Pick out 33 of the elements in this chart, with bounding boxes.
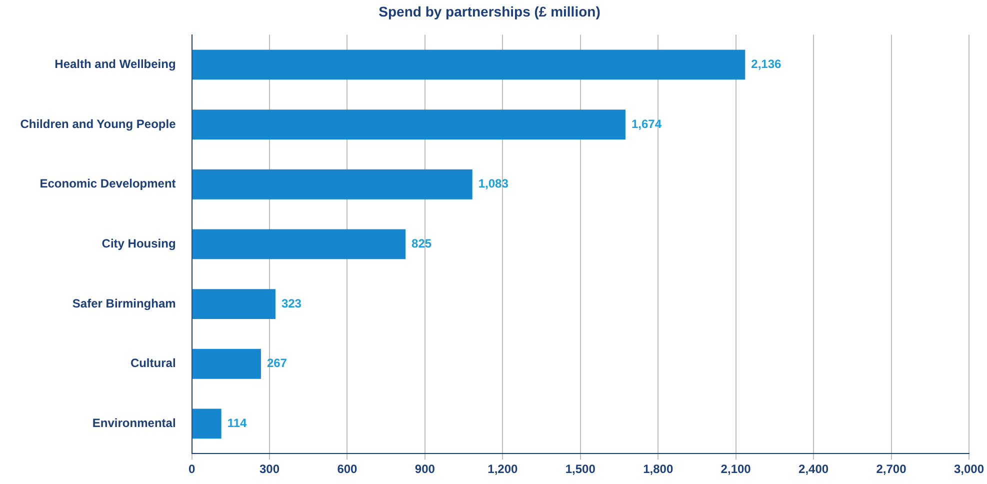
x-tick-label: 1,500 (565, 462, 596, 476)
y-tick-label: Environmental (92, 416, 176, 430)
data-label: 1,083 (478, 176, 509, 191)
x-tick-label: 1,800 (643, 462, 674, 476)
x-tick-label: 2,100 (720, 462, 752, 476)
bar (192, 229, 406, 260)
x-tick-label: 600 (337, 462, 358, 476)
data-label: 1,674 (631, 116, 662, 131)
data-label: 2,136 (751, 57, 782, 72)
bar (192, 169, 472, 200)
bar (192, 408, 222, 439)
x-tick-label: 3,000 (954, 462, 984, 476)
data-label: 267 (266, 356, 288, 370)
bar (192, 348, 261, 379)
bar (192, 50, 746, 80)
y-tick-label: City Housing (102, 236, 176, 251)
x-tick-label: 2,700 (876, 462, 907, 476)
y-tick-label: Cultural (130, 356, 176, 370)
data-label: 114 (227, 416, 247, 430)
y-tick-label: Safer Birmingham (72, 296, 176, 310)
x-tick-label: 900 (414, 462, 436, 476)
x-tick-label: 2,400 (798, 462, 829, 476)
x-tick-label: 300 (259, 462, 280, 476)
bar (192, 289, 276, 319)
bar (192, 110, 626, 140)
y-tick-label: Children and Young People (20, 116, 176, 131)
y-tick-label: Health and Wellbeing (54, 57, 176, 72)
data-label: 825 (412, 236, 432, 251)
x-tick-label: 1,200 (488, 462, 518, 476)
data-label: 323 (281, 296, 302, 310)
x-tick-label: 0 (188, 462, 196, 476)
chart-title: Spend by partnerships (£ million) (378, 3, 600, 20)
y-tick-label: Economic Development (40, 176, 176, 191)
